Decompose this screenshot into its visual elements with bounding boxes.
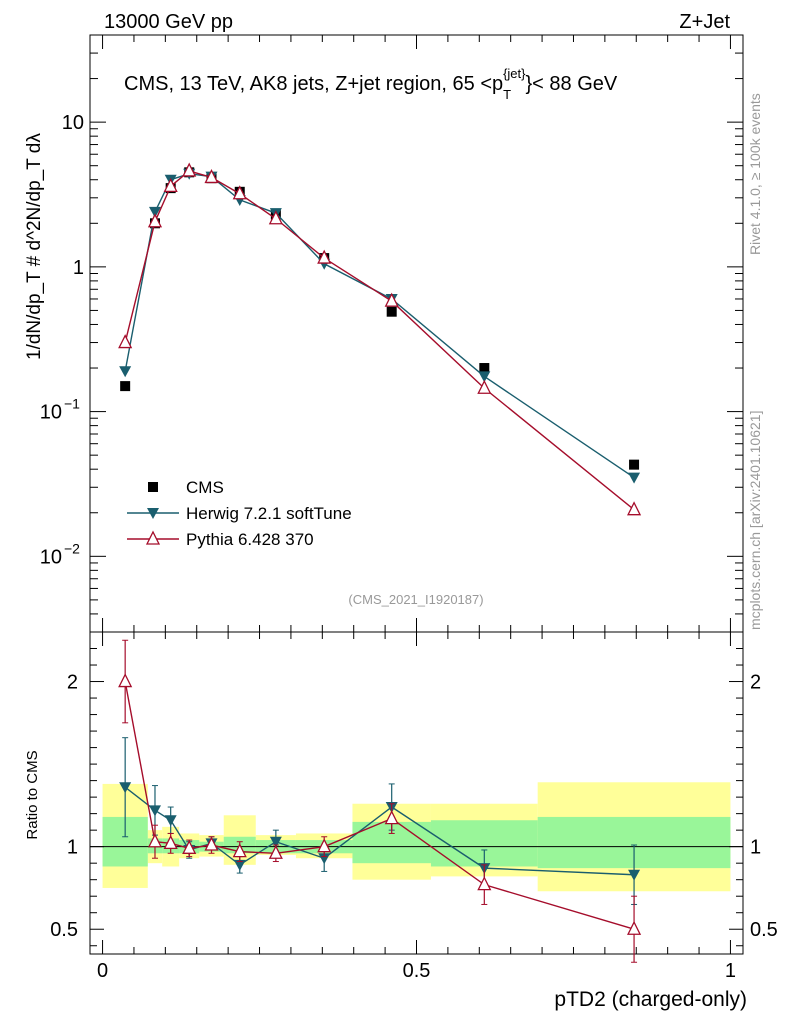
ratio-tick-label-right: 1	[750, 837, 761, 859]
data-point-pythia-6-428-370	[163, 177, 178, 193]
legend-label-herwig-7-2-1-softtune: Herwig 7.2.1 softTune	[186, 504, 352, 523]
data-point-pythia-6-428-370	[268, 210, 283, 225]
analysis-id: (CMS_2021_I1920187)	[348, 592, 483, 607]
ratio-point-pythia-6-428-370	[147, 833, 163, 848]
ratio-point-pythia-6-428-370	[163, 834, 178, 850]
data-point-herwig-7-2-1-softtune	[478, 371, 491, 383]
data-point-cms	[629, 459, 640, 470]
legend-marker-pythia-6-428-370	[145, 530, 161, 545]
ratio-point-pythia-6-428-370	[232, 843, 247, 858]
data-point-pythia-6-428-370	[118, 334, 133, 349]
legend-label-cms: CMS	[186, 478, 224, 497]
ratio-tick-label-left: 2	[67, 672, 78, 694]
data-point-cms	[479, 363, 490, 374]
series-line-pythia-6-428-370	[124, 170, 635, 511]
header-right: Z+Jet	[679, 11, 730, 33]
chart-title-sub: T	[503, 87, 511, 102]
data-point-herwig-7-2-1-softtune	[628, 472, 641, 484]
legend-marker-herwig-7-2-1-softtune	[147, 508, 159, 519]
data-point-herwig-7-2-1-softtune	[119, 366, 132, 378]
ratio-tick-label-left: 1	[67, 837, 78, 859]
data-point-pythia-6-428-370	[232, 185, 247, 200]
x-tick-label: 1	[725, 960, 736, 982]
side-label-mcplots: mcplots.cern.ch [arXiv:2401.10621]	[747, 411, 763, 630]
header-left: 13000 GeV pp	[104, 11, 233, 33]
y-tick-label: 1	[73, 257, 84, 279]
x-axis-label: pTD2 (charged-only)	[554, 988, 747, 1011]
ratio-point-pythia-6-428-370	[204, 836, 219, 851]
y-axis-label: 1/dN/dp_T # d^2N/dp_T dλ	[24, 133, 45, 360]
ratio-point-herwig-7-2-1-softtune	[148, 805, 161, 817]
y-axis-label-text: 1/dN/dp_T # d^2N/dp_T dλ	[24, 133, 45, 360]
data-point-cms	[386, 306, 397, 317]
ratio-point-herwig-7-2-1-softtune	[318, 853, 331, 865]
ratio-point-pythia-6-428-370	[118, 673, 133, 688]
legend: CMS Herwig 7.2.1 softTune Pythia 6.428 370	[127, 478, 352, 549]
ratio-point-herwig-7-2-1-softtune	[628, 869, 641, 881]
data-point-herwig-7-2-1-softtune	[148, 206, 161, 218]
ratio-panel-label: Ratio to CMS	[24, 750, 41, 839]
ratio-label-text: Ratio to CMS	[24, 750, 41, 839]
y-tick-label: 10	[40, 402, 62, 424]
ratio-point-herwig-7-2-1-softtune	[164, 815, 177, 827]
ratio-point-pythia-6-428-370	[627, 920, 642, 935]
y-tick-label: 10	[40, 546, 62, 568]
data-point-pythia-6-428-370	[182, 162, 197, 177]
chart-title-sup: {jet}	[503, 66, 526, 81]
chart-title-pre: CMS, 13 TeV, AK8 jets, Z+jet region, 65 …	[124, 73, 503, 95]
ratio-bands	[102, 782, 731, 892]
ratio-point-pythia-6-428-370	[477, 876, 492, 891]
y-tick-exponent: −2	[64, 540, 80, 556]
series-layer	[118, 162, 642, 963]
x-tick-label: 0	[97, 960, 108, 982]
data-point-pythia-6-428-370	[627, 501, 642, 516]
ratio-point-pythia-6-428-370	[182, 839, 197, 854]
ratio-point-pythia-6-428-370	[384, 810, 399, 825]
legend-label-pythia-6-428-370: Pythia 6.428 370	[186, 530, 314, 549]
ratio-point-pythia-6-428-370	[317, 838, 332, 853]
ratio-point-herwig-7-2-1-softtune	[119, 782, 132, 794]
ratio-tick-label-left: 0.5	[50, 919, 78, 941]
ratio-point-pythia-6-428-370	[268, 844, 283, 859]
data-point-pythia-6-428-370	[384, 292, 399, 307]
data-point-cms	[120, 381, 131, 392]
ratio-tick-label-right: 2	[750, 672, 761, 694]
y-tick-label: 10	[62, 112, 84, 134]
data-point-pythia-6-428-370	[477, 379, 492, 394]
side-label-rivet: Rivet 4.1.0, ≥ 100k events	[747, 93, 763, 255]
ratio-point-herwig-7-2-1-softtune	[269, 836, 282, 848]
chart-title: CMS, 13 TeV, AK8 jets, Z+jet region, 65 …	[124, 66, 618, 102]
data-point-pythia-6-428-370	[204, 168, 219, 184]
series-line-herwig-7-2-1-softtune	[124, 173, 635, 479]
data-point-pythia-6-428-370	[147, 213, 163, 228]
chart-title-post: }< 88 GeV	[526, 73, 618, 95]
legend-marker-cms	[148, 482, 158, 492]
data-point-pythia-6-428-370	[317, 249, 332, 264]
ratio-point-herwig-7-2-1-softtune	[233, 859, 246, 871]
x-tick-label: 0.5	[403, 960, 431, 982]
ratio-tick-label-right: 0.5	[750, 919, 778, 941]
y-tick-exponent: −1	[64, 396, 80, 412]
